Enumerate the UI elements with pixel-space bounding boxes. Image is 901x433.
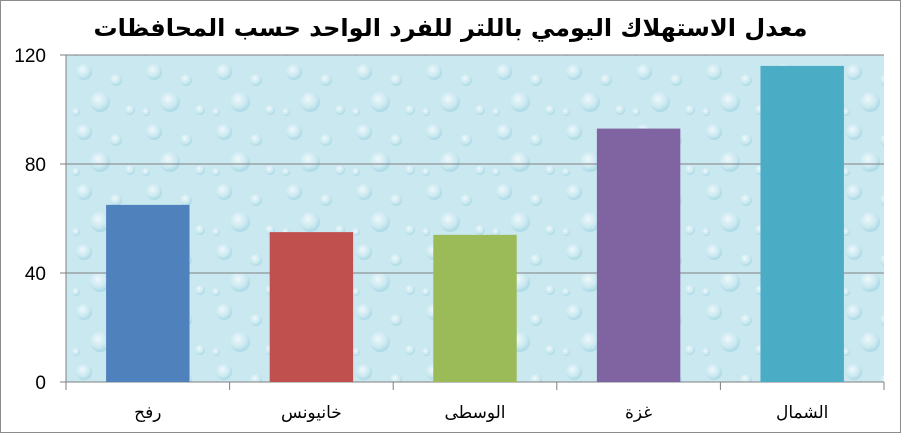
y-tick-label: 40	[25, 264, 46, 285]
bar	[760, 65, 844, 383]
x-category-label: الوسطى	[444, 403, 505, 423]
x-category-label: خانيونس	[281, 403, 342, 423]
y-tick-label: 80	[25, 155, 46, 176]
bar	[433, 234, 517, 382]
x-category-label: رفح	[134, 403, 161, 423]
chart-title: معدل الاستهلاك اليومي باللتر للفرد الواح…	[93, 14, 808, 42]
bar	[106, 204, 190, 382]
y-tick-label: 0	[35, 373, 46, 394]
x-category-label: غزة	[625, 403, 652, 423]
bar	[596, 128, 681, 382]
y-tick-label: 120	[14, 46, 46, 67]
x-category-label: الشمال	[776, 403, 828, 423]
bar	[269, 232, 354, 382]
